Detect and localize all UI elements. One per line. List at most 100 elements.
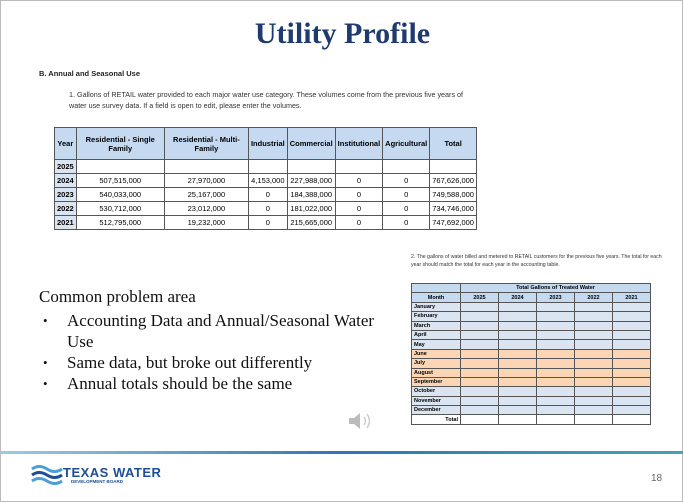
value-cell (498, 339, 537, 350)
month-cell: December (411, 405, 461, 416)
table-cell: 181,022,000 (286, 201, 336, 216)
month-row: March (411, 320, 651, 331)
value-cell (460, 395, 499, 407)
notes-heading: Common problem area (39, 287, 196, 306)
table-cell: 0 (334, 187, 384, 202)
caption-row: Total Gallons of Treated Water (411, 282, 651, 294)
header-cell: Residential - Multi-Family (163, 127, 249, 160)
table-cell: 2025 (54, 159, 77, 174)
header-cell: Commercial (286, 127, 336, 160)
table-cell (75, 159, 165, 174)
paragraph: 1. Gallons of RETAIL water provided to e… (69, 90, 464, 110)
bullet: Annual totals should be the same (43, 373, 399, 394)
value-cell (460, 376, 499, 388)
value-cell (460, 405, 499, 416)
table-cell: 0 (382, 201, 431, 216)
total-row: Total (411, 414, 651, 425)
speaker-icon[interactable] (346, 409, 376, 433)
table-row: 2023 540,033,000 25,167,000 0 184,388,000 0 0 7… (54, 187, 477, 202)
value-cell (574, 405, 613, 416)
table-cell: 530,712,000 (75, 201, 165, 216)
table-row: 2025 (54, 159, 477, 174)
value-cell (460, 348, 499, 360)
value-cell (498, 405, 537, 416)
value-cell (460, 339, 499, 350)
value-cell (460, 301, 499, 313)
total-cell: Total (411, 414, 461, 425)
table-cell: 227,988,000 (286, 173, 336, 188)
header-cell: 2025 (460, 292, 499, 303)
value-cell (536, 414, 575, 425)
value-cell (536, 320, 575, 331)
table-cell (286, 159, 336, 174)
month-cell: March (411, 320, 461, 331)
notes: Common problem area Accounting Data and … (39, 287, 399, 394)
value-cell (612, 358, 651, 369)
table-cell: 2021 (54, 215, 77, 230)
table-cell: 23,012,000 (163, 201, 249, 216)
month-cell: June (411, 348, 461, 360)
value-cell (612, 405, 651, 416)
month-row: November (411, 395, 651, 407)
value-cell (536, 311, 575, 322)
header-cell: Total (429, 127, 477, 160)
value-cell (574, 301, 613, 313)
value-cell (460, 320, 499, 331)
table-cell (247, 159, 288, 174)
value-cell (612, 339, 651, 350)
monthly-table: Total Gallons of Treated Water Month 2025 2… (411, 282, 651, 425)
month-row: September (411, 376, 651, 388)
value-cell (460, 367, 499, 378)
header-cell: Residential - Single Family (75, 127, 165, 160)
value-cell (612, 348, 651, 360)
footer-bar (1, 451, 683, 454)
month-row: August (411, 367, 651, 378)
header-cell: Industrial (247, 127, 288, 160)
value-cell (612, 301, 651, 313)
month-cell: August (411, 367, 461, 378)
value-cell (612, 320, 651, 331)
header-cell: 2022 (574, 292, 613, 303)
table-cell: 507,515,000 (75, 173, 165, 188)
table-cell: 215,665,000 (286, 215, 336, 230)
value-cell (498, 358, 537, 369)
table-cell: 0 (334, 201, 384, 216)
value-cell (498, 311, 537, 322)
table-cell: 19,232,000 (163, 215, 249, 230)
table-cell: 0 (247, 215, 288, 230)
table-cell: 25,167,000 (163, 187, 249, 202)
value-cell (574, 320, 613, 331)
value-cell (536, 367, 575, 378)
table-cell: 734,746,000 (429, 201, 477, 216)
month-cell: May (411, 339, 461, 350)
value-cell (536, 358, 575, 369)
table-cell: 184,388,000 (286, 187, 336, 202)
value-cell (460, 386, 499, 397)
value-cell (498, 320, 537, 331)
header-cell: Agricultural (382, 127, 431, 160)
value-cell (460, 358, 499, 369)
month-cell: February (411, 311, 461, 322)
slide-title: Utility Profile (254, 17, 431, 50)
value-cell (612, 386, 651, 397)
value-cell (574, 376, 613, 388)
value-cell (574, 386, 613, 397)
value-cell (536, 386, 575, 397)
table-cell: 512,795,000 (75, 215, 165, 230)
logo-subtext: DEVELOPMENT BOARD (71, 479, 124, 484)
logo-icon (31, 465, 63, 485)
value-cell (536, 348, 575, 360)
value-cell (574, 358, 613, 369)
month-cell: July (411, 358, 461, 369)
value-cell (536, 376, 575, 388)
value-cell (536, 395, 575, 407)
value-cell (536, 301, 575, 313)
caption-cell: Total Gallons of Treated Water (460, 282, 651, 294)
bullet: Accounting Data and Annual/Seasonal Wate… (43, 310, 399, 352)
month-row: July (411, 358, 651, 369)
table-cell (382, 159, 431, 174)
table-cell: 747,692,000 (429, 215, 477, 230)
month-cell: October (411, 386, 461, 397)
value-cell (536, 339, 575, 350)
value-cell (574, 367, 613, 378)
